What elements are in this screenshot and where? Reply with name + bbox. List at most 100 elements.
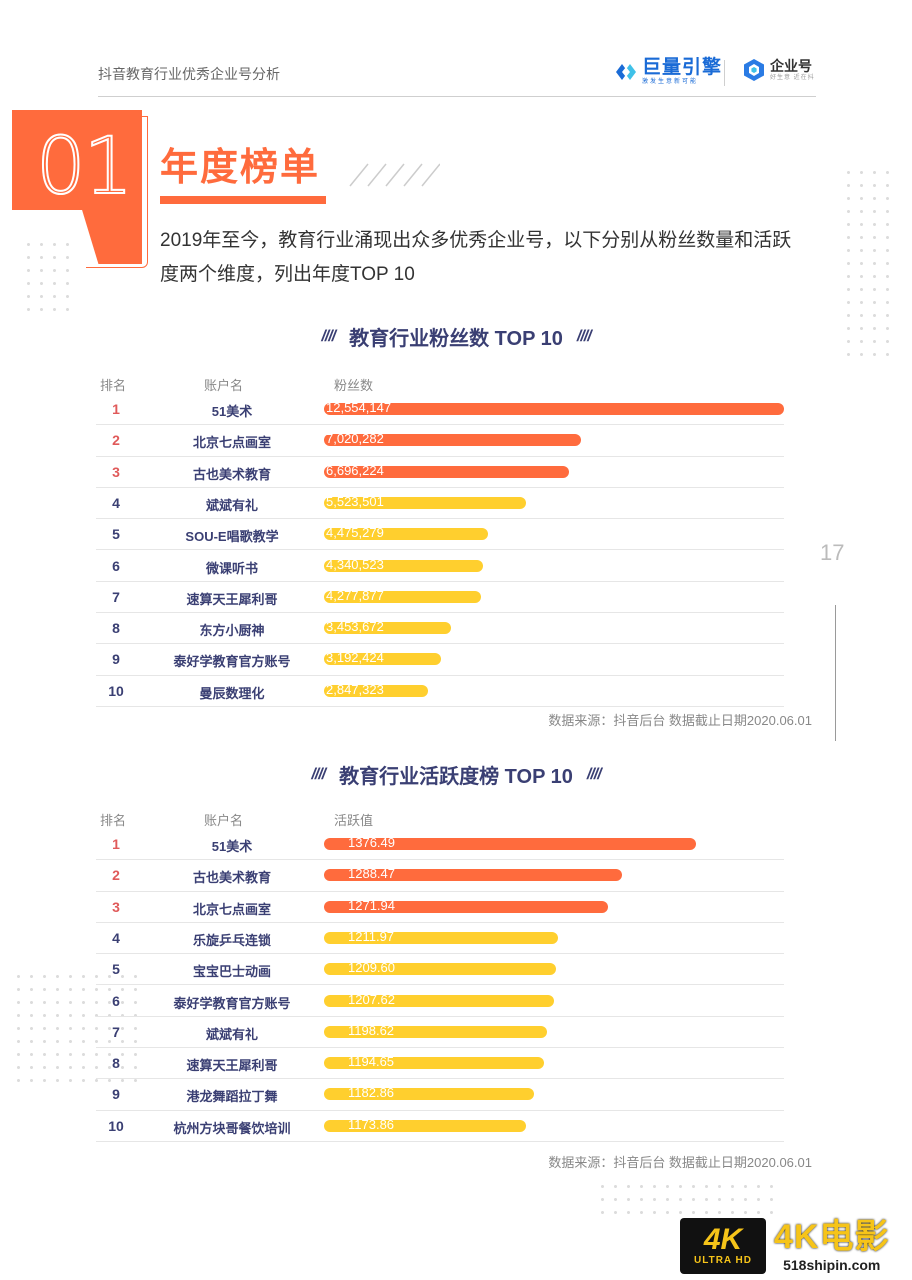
- activity-rank: 5: [112, 961, 120, 978]
- activity-table-row: 1 51美术 1376.49: [96, 829, 784, 861]
- activity-account-name: 乐旋乒乓连锁: [192, 932, 271, 948]
- fans-account-name: 泰好学教育官方账号: [173, 654, 291, 670]
- activity-account-name: 宝宝巴士动画: [192, 964, 271, 980]
- activity-account-name: 51美术: [211, 839, 253, 854]
- activity-account-name: 古也美术教育: [192, 870, 271, 886]
- fans-rank: 5: [112, 526, 120, 543]
- watermark-badge-main: 4K: [703, 1223, 743, 1256]
- activity-bar: [324, 963, 557, 976]
- activity-rank: 1: [112, 836, 120, 852]
- activity-rank: 6: [112, 992, 120, 1009]
- activity-rank: 8: [112, 1055, 120, 1072]
- header-divider: [98, 96, 816, 97]
- activity-bar-label: 1288.47: [348, 866, 395, 882]
- section-number: 01: [35, 121, 134, 213]
- fans-account-name: 速算天王犀利哥: [186, 591, 278, 607]
- activity-chart-title: //// 教育行业活跃度榜 TOP 10 ////: [0, 760, 912, 789]
- activity-col-value: 活跃值: [334, 813, 374, 828]
- activity-rank: 9: [112, 1086, 120, 1103]
- fans-table-row: 7 速算天王犀利哥 4,277,877: [96, 582, 784, 614]
- fans-bar-label: 12,554,147: [326, 400, 392, 415]
- fans-bar-label: 3,453,672: [326, 619, 384, 635]
- fans-rank: 6: [112, 557, 120, 574]
- fans-col-account: 账户名: [204, 378, 244, 393]
- activity-col-rank: 排名: [100, 813, 127, 828]
- fans-rank: 4: [112, 494, 120, 511]
- decor-slashes-icon: [349, 163, 440, 187]
- activity-account-name: 杭州方块哥餐饮培训: [173, 1120, 291, 1136]
- watermark: 4K ULTRA HD 4K电影 518shipin.com: [680, 1218, 889, 1274]
- fans-rank: 10: [108, 682, 124, 699]
- activity-bar-label: 1207.62: [348, 991, 395, 1007]
- watermark-title: 4K电影: [774, 1218, 890, 1256]
- activity-bar: [324, 869, 623, 882]
- fans-bar-label: 4,340,523: [326, 556, 384, 572]
- activity-bar: [324, 994, 555, 1007]
- fans-bar: [324, 434, 582, 447]
- decor-dots-top-left: [22, 238, 78, 318]
- fans-chart-title: //// 教育行业粉丝数 TOP 10 ////: [0, 322, 912, 351]
- activity-bar-label: 1198.62: [348, 1022, 395, 1038]
- activity-rank: 2: [112, 867, 120, 884]
- activity-chart-source: 数据来源：抖音后台 数据截止日期2020.06.01: [548, 1155, 812, 1170]
- title-slash-left: ////: [321, 327, 336, 345]
- activity-table-row: 10 杭州方块哥餐饮培训 1173.86: [96, 1111, 784, 1142]
- fans-table-row: 9 泰好学教育官方账号 3,192,424: [96, 644, 784, 676]
- logo-enterprise-account: 企业号 好生意 近在抖: [742, 58, 815, 82]
- activity-rank: 7: [112, 1023, 120, 1040]
- activity-bar-label: 1376.49: [348, 835, 395, 850]
- fans-rank: 3: [112, 463, 120, 480]
- watermark-badge-sub: ULTRA HD: [694, 1255, 752, 1266]
- fans-rank: 9: [112, 651, 120, 668]
- fans-account-name: 古也美术教育: [192, 466, 271, 482]
- activity-bar: [324, 1119, 527, 1132]
- fans-table-row: 6 微课听书 4,340,523: [96, 551, 784, 582]
- activity-account-name: 速算天王犀利哥: [186, 1058, 278, 1074]
- watermark-url: 518shipin.com: [783, 1257, 881, 1273]
- logo-ocean-engine: 巨量引擎 激发生意新可能: [614, 58, 722, 86]
- activity-rank: 3: [112, 898, 120, 915]
- activity-rank: 10: [108, 1117, 124, 1134]
- section-intro: 2019年至今，教育行业涌现出众多优秀企业号，以下分别从粉丝数量和活跃度两个维度…: [160, 230, 792, 285]
- activity-table-row: 4 乐旋乒乓连锁 1211.97: [96, 923, 784, 955]
- activity-chart-title-text: 教育行业活跃度榜 TOP 10: [339, 766, 573, 788]
- fans-bar: [324, 622, 451, 635]
- fans-table-row: 10 曼辰数理化 2,847,323: [96, 676, 784, 707]
- activity-bar-label: 1173.86: [348, 1116, 395, 1132]
- fans-chart-source: 数据来源：抖音后台 数据截止日期2020.06.01: [548, 713, 812, 728]
- fans-bar-label: 6,696,224: [326, 462, 384, 478]
- fans-table-row: 2 北京七点画室 7,020,282: [96, 425, 784, 457]
- activity-table-row: 8 速算天王犀利哥 1194.65: [96, 1048, 784, 1080]
- fans-account-name: 51美术: [211, 404, 253, 419]
- activity-bar: [324, 931, 559, 944]
- watermark-badge: 4K ULTRA HD: [680, 1218, 766, 1274]
- fans-bar: [324, 465, 570, 478]
- decor-dots-right: [842, 166, 898, 366]
- fans-account-name: 东方小厨神: [199, 623, 265, 639]
- activity-account-name: 泰好学教育官方账号: [173, 995, 291, 1011]
- fans-bar: [324, 496, 527, 509]
- fans-bar-label: 7,020,282: [326, 431, 384, 447]
- fans-account-name: 北京七点画室: [192, 435, 271, 451]
- fans-rank: 8: [112, 620, 120, 637]
- title-slash-right: ////: [586, 765, 602, 783]
- activity-table-row: 6 泰好学教育官方账号 1207.62: [96, 986, 784, 1017]
- page-number-rule: [835, 605, 836, 741]
- activity-table-row: 3 北京七点画室 1271.94: [96, 892, 784, 923]
- fans-bar: [324, 684, 429, 697]
- fans-rank: 7: [112, 588, 120, 605]
- activity-bar-label: 1182.86: [348, 1085, 395, 1101]
- activity-table-row: 2 古也美术教育 1288.47: [96, 860, 784, 892]
- decor-dots-bottom-left: [12, 970, 142, 1090]
- report-title: 抖音教育行业优秀企业号分析: [98, 66, 280, 82]
- activity-account-name: 北京七点画室: [192, 901, 271, 917]
- fans-bar-label: 4,475,279: [326, 525, 384, 541]
- title-slash-left: ////: [311, 765, 326, 783]
- activity-bar: [324, 838, 697, 850]
- fans-col-rank: 排名: [100, 378, 127, 393]
- activity-account-name: 斌斌有礼: [205, 1026, 258, 1042]
- decor-dots-bottom-right: [596, 1180, 776, 1220]
- logo-separator: [724, 60, 725, 86]
- fans-account-name: SOU-E唱歌教学: [185, 529, 279, 545]
- enterprise-account-logo-icon: [744, 59, 764, 81]
